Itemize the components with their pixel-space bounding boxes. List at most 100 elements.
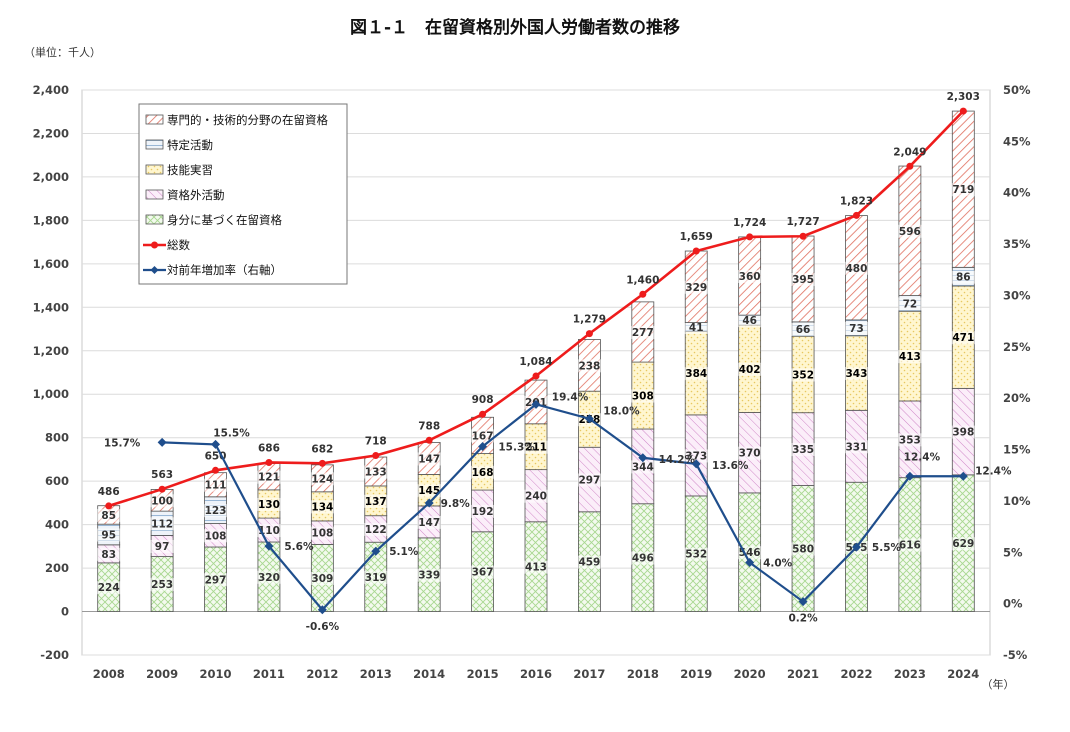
- legend-label: 対前年増加率（右軸）: [167, 263, 282, 277]
- data-label-bg: [951, 270, 976, 284]
- data-label-bg: [203, 529, 228, 543]
- rate-label: 9.8%: [441, 498, 471, 510]
- total-point: [212, 466, 220, 474]
- rate-label: 18.0%: [603, 406, 640, 418]
- data-label-trainee: 352: [792, 369, 814, 381]
- data-label-outside: 108: [311, 528, 333, 540]
- x-tick-label: 2024: [947, 667, 979, 681]
- stacked-bars: 2248395852539711210029710812311132011013…: [96, 110, 976, 612]
- data-label-bg: [470, 429, 495, 443]
- data-label-status: 413: [525, 562, 547, 574]
- x-tick-label: 2009: [146, 667, 178, 681]
- data-label-bg: [417, 484, 442, 498]
- rate-label: 5.6%: [284, 541, 314, 553]
- data-label-trainee: 384: [685, 368, 707, 380]
- data-label-outside: 83: [101, 549, 116, 561]
- y2-tick-label: 35%: [1003, 237, 1031, 251]
- year-unit-label: （年）: [982, 677, 1015, 691]
- rate-point: [905, 471, 915, 481]
- data-label-bg: [951, 183, 976, 197]
- data-label-bg: [150, 578, 175, 592]
- total-label: 682: [311, 443, 333, 455]
- x-tick-label: 2017: [573, 667, 605, 681]
- data-label-bg: [310, 500, 335, 514]
- data-label-bg: [737, 314, 762, 328]
- data-label-bg: [577, 473, 602, 487]
- data-label-outside: 297: [578, 475, 600, 487]
- data-label-outside: 122: [365, 524, 387, 536]
- data-label-bg: [417, 452, 442, 466]
- rate-point: [264, 541, 274, 551]
- data-label-trainee: 168: [472, 467, 494, 479]
- data-label-bg: [684, 367, 709, 381]
- rate-point: [211, 439, 221, 449]
- rate-label: 14.2%: [659, 454, 696, 466]
- data-label-bg: [684, 280, 709, 294]
- data-label-status: 309: [311, 573, 333, 585]
- data-label-designated: 41: [689, 322, 704, 334]
- data-label-bg: [897, 350, 922, 364]
- data-label-bg: [470, 504, 495, 518]
- data-label-designated: 46: [742, 315, 757, 327]
- data-label-professional: 124: [311, 473, 333, 485]
- data-label-bg: [363, 494, 388, 508]
- data-label-professional: 596: [899, 226, 921, 238]
- data-label-bg: [844, 321, 869, 335]
- data-label-bg: [363, 465, 388, 479]
- data-label-status: 580: [792, 544, 814, 556]
- legend-swatch-professional: [145, 114, 164, 125]
- data-label-bg: [737, 362, 762, 376]
- total-point: [265, 458, 273, 466]
- legend-label: 専門的・技術的分野の在留資格: [167, 113, 328, 127]
- x-tick-label: 2014: [413, 667, 445, 681]
- legend-swatch-outside: [145, 189, 164, 200]
- data-label-professional: 329: [685, 282, 707, 294]
- rate-label: 5.5%: [872, 542, 902, 554]
- data-label-bg: [150, 494, 175, 508]
- y2-tick-label: 5%: [1003, 545, 1023, 559]
- total-point: [372, 452, 380, 460]
- data-label-bg: [844, 440, 869, 454]
- rate-point: [851, 542, 861, 552]
- data-label-bg: [844, 261, 869, 275]
- total-point: [425, 436, 433, 444]
- legend: 専門的・技術的分野の在留資格特定活動技能実習資格外活動身分に基づく在留資格総数対…: [138, 103, 348, 285]
- y-tick-label: 600: [45, 474, 69, 488]
- rate-point: [638, 453, 648, 463]
- data-label-bg: [684, 547, 709, 561]
- rate-point: [691, 459, 701, 469]
- data-label-bg: [96, 581, 121, 595]
- rate-point: [958, 471, 968, 481]
- data-label-trainee: 134: [311, 501, 333, 513]
- data-label-bg: [150, 517, 175, 531]
- data-label-trainee: 343: [846, 368, 868, 380]
- x-tick-label: 2008: [93, 667, 125, 681]
- y-tick-label: 1,800: [33, 213, 69, 227]
- rate-point: [531, 399, 541, 409]
- data-label-bg: [577, 555, 602, 569]
- data-label-outside: 344: [632, 461, 654, 473]
- legend-swatch-status: [145, 214, 164, 225]
- data-label-designated: 123: [205, 505, 227, 517]
- rate-label: 13.6%: [712, 460, 749, 472]
- x-tick-label: 2010: [200, 667, 232, 681]
- legend-label: 特定活動: [167, 138, 213, 152]
- data-label-bg: [96, 508, 121, 522]
- rate-point: [157, 437, 167, 447]
- data-label-bg: [256, 570, 281, 584]
- y2-tick-label: 10%: [1003, 494, 1031, 508]
- rate-point: [798, 597, 808, 607]
- rate-point: [317, 605, 327, 615]
- data-label-professional: 238: [578, 360, 600, 372]
- total-point: [585, 330, 593, 338]
- data-label-designated: 112: [151, 518, 173, 530]
- data-label-bg: [630, 460, 655, 474]
- data-label-status: 367: [472, 567, 494, 579]
- x-tick-label: 2022: [840, 667, 872, 681]
- data-label-status: 224: [98, 582, 120, 594]
- y-tick-label: 1,400: [33, 300, 69, 314]
- data-label-bg: [737, 270, 762, 284]
- data-label-bg: [844, 367, 869, 381]
- y-tick-label: 2,000: [33, 170, 69, 184]
